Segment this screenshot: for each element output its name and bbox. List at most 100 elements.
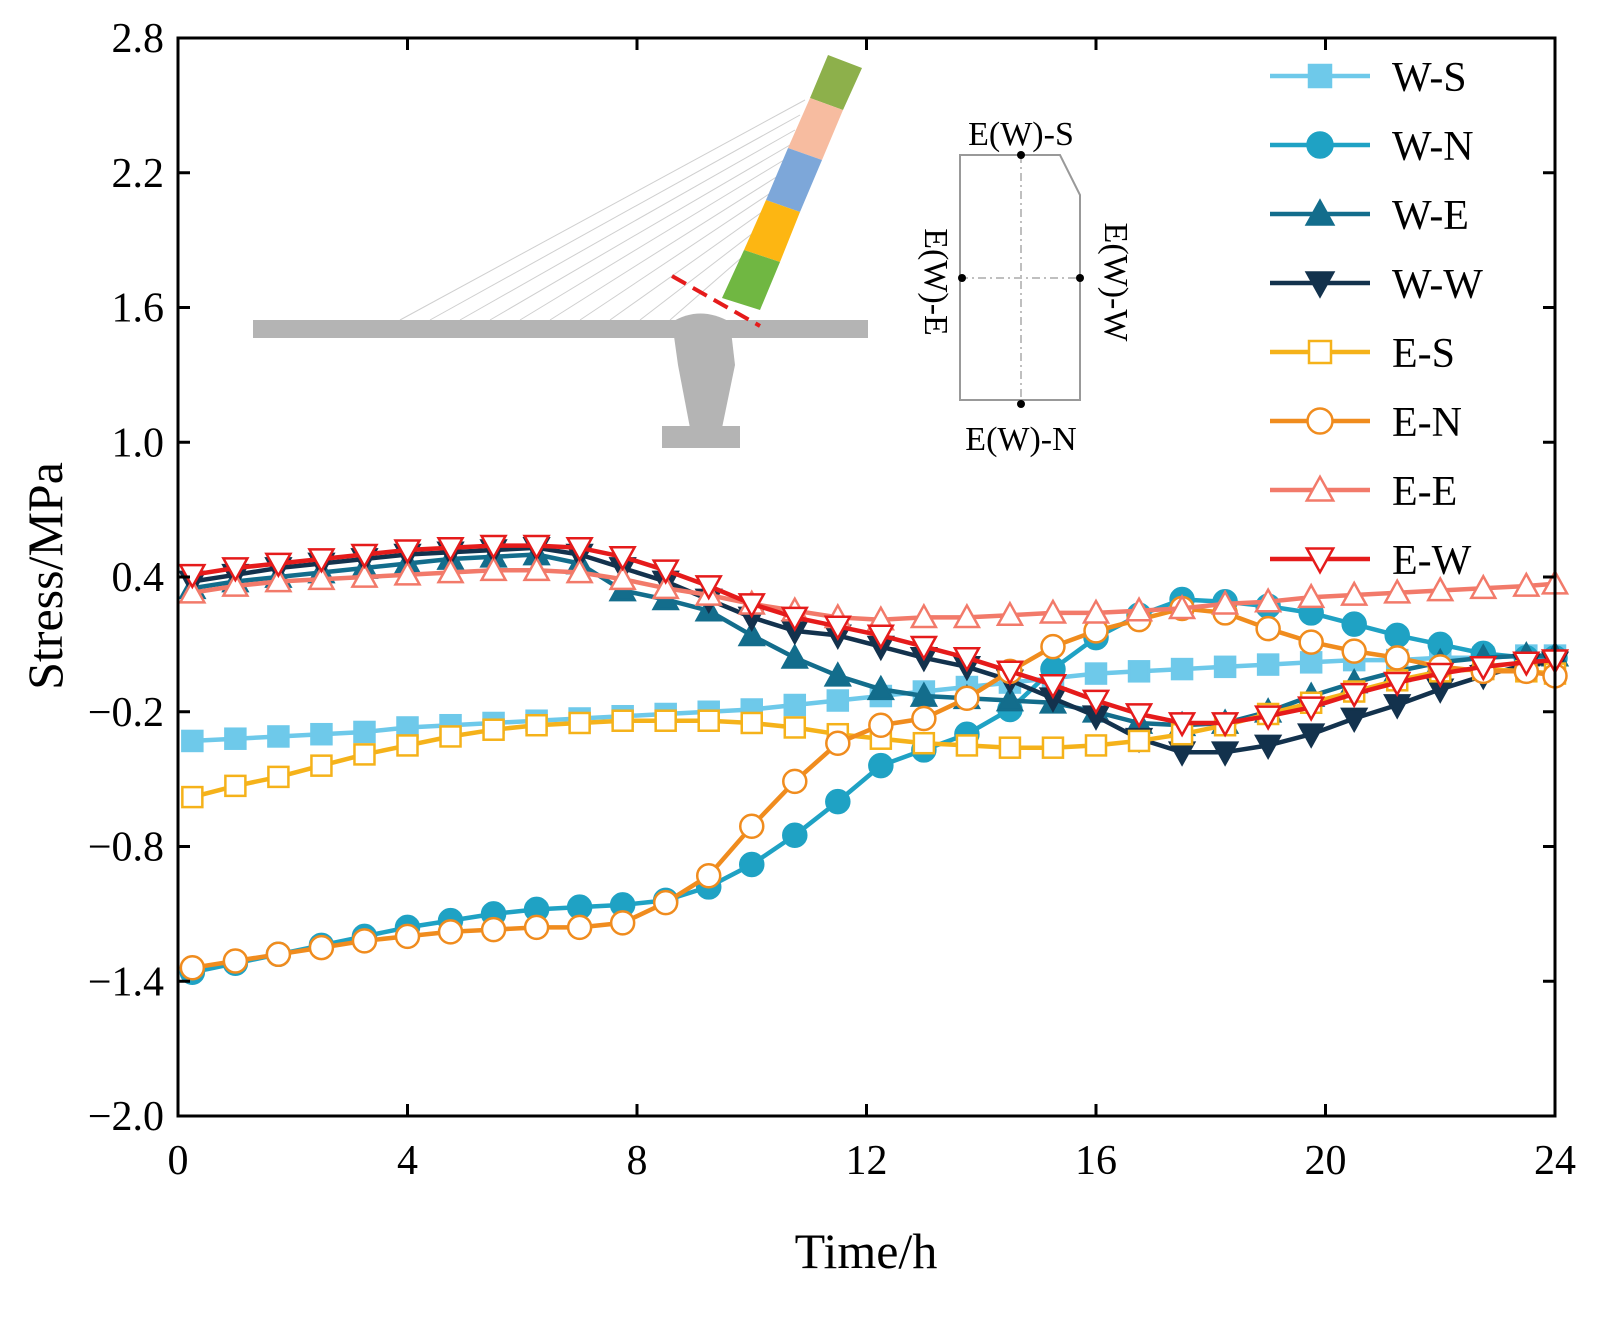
data-point [782,822,808,849]
data-point [866,624,895,650]
data-point [780,643,809,669]
data-point [1298,629,1324,655]
measure-point-right [1076,274,1084,282]
data-point [1297,582,1326,609]
x-tick-label: 0 [168,1138,189,1184]
series-layer [178,534,1570,986]
data-point [1170,657,1194,681]
measure-point-top [1017,151,1025,159]
data-point [310,722,333,746]
data-point [952,647,982,673]
data-point [353,743,376,766]
data-point [1340,682,1369,709]
x-tick-label: 16 [1075,1138,1117,1184]
section-cut-line [671,274,761,328]
data-point [608,545,637,572]
data-point [307,548,336,574]
data-point [1127,729,1151,753]
data-point [353,720,376,744]
data-point [695,862,722,889]
data-point [909,635,938,662]
legend-marker [1307,339,1333,365]
tower-segment [722,250,780,310]
data-point [522,534,551,561]
legend-item-e-w: E-W [1270,538,1472,584]
data-point [652,889,679,916]
data-point [479,555,508,582]
data-point [1210,741,1240,767]
tower-segment [766,148,822,212]
legend-item-w-w: W-W [1270,262,1483,308]
data-point [264,552,293,579]
legend-item-w-s: W-S [1270,55,1467,101]
data-point [782,768,808,795]
data-point [740,711,763,735]
y-tick-label: 2.8 [112,16,165,62]
cross-section-outline [959,154,1081,401]
data-point [479,534,508,561]
y-tick-label: 0.4 [112,555,165,601]
data-point [909,602,938,629]
tower-segment [744,200,800,262]
data-point [1384,645,1410,671]
data-point [1340,707,1369,734]
legend-label: W-N [1392,124,1474,170]
legend-label: E-N [1392,400,1462,446]
data-point [265,941,292,968]
inset-label-top: E(W)-S [968,116,1074,153]
data-point [1254,705,1283,731]
data-point [1383,578,1412,604]
data-point [823,661,852,687]
legend-marker [1306,407,1334,435]
data-point [1512,651,1541,677]
data-point [224,727,247,750]
data-point [955,734,979,757]
data-point [568,711,591,735]
data-point [783,716,807,739]
data-point [565,536,594,563]
data-point [181,785,204,809]
data-point [1084,734,1108,757]
x-tick-label: 20 [1305,1138,1347,1184]
data-point [1210,589,1240,615]
data-point [1469,573,1498,600]
data-point [909,681,938,707]
data-point [825,730,851,756]
data-point [608,564,637,591]
data-point [1255,615,1281,642]
data-point [393,539,422,565]
data-point [651,573,680,600]
data-point [1124,596,1154,622]
data-point [480,916,507,943]
legend-label: W-W [1392,262,1483,308]
data-point [911,705,937,732]
data-point [224,774,247,798]
legend-item-w-e: W-E [1270,193,1469,239]
data-point [823,615,852,641]
legend-item-e-n: E-N [1270,400,1462,446]
data-point [912,731,936,755]
legend-marker [1304,198,1336,226]
data-point [1040,633,1066,660]
data-point [394,923,421,950]
data-point [1297,696,1326,722]
y-axis-title: Stress/MPa [17,462,73,690]
data-point [611,709,634,732]
x-tick-label: 8 [627,1138,648,1184]
y-tick-label: −0.8 [88,825,164,871]
y-tick-label: −1.4 [88,959,164,1005]
axes-layer: 0 4 8 12 16 20 24 −2.0 −1.4 −0.8 −0.2 0.4 1.0 1.6 2.2 2… [88,16,1576,1184]
data-point [737,620,766,647]
legend-label: W-E [1392,193,1469,239]
data-point [525,713,548,737]
data-point [436,536,465,563]
bridge-illustration [253,55,868,448]
y-tick-label: 1.6 [112,286,165,332]
y-tick-label: 2.2 [112,151,165,197]
legend-marker [1307,63,1333,89]
data-point [1081,598,1111,624]
inset-label-right: E(W)-W [1097,223,1134,343]
data-point [866,674,895,701]
data-point [523,914,550,941]
